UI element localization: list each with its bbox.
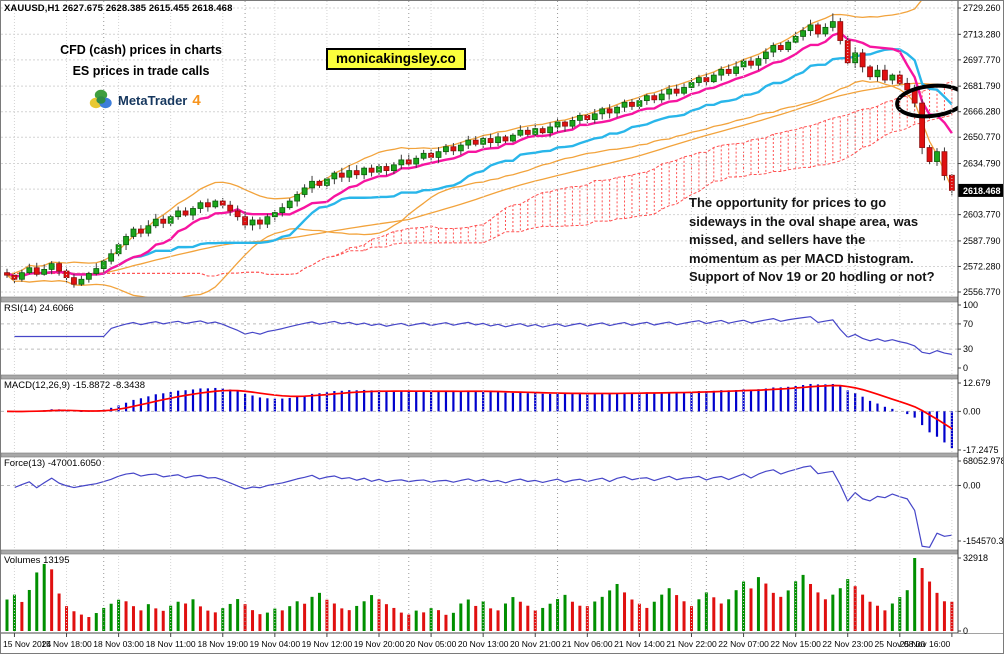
- svg-text:0.00: 0.00: [963, 406, 981, 416]
- svg-text:25 Nov 16:00: 25 Nov 16:00: [900, 639, 951, 649]
- svg-text:2603.770: 2603.770: [963, 210, 1001, 220]
- svg-text:25 Nov 08:00: 25 Nov 08:00: [875, 639, 926, 649]
- svg-text:22 Nov 23:00: 22 Nov 23:00: [822, 639, 873, 649]
- volumes-indicator-label: Volumes 13195: [4, 555, 70, 566]
- svg-text:0.00: 0.00: [963, 480, 981, 490]
- svg-text:18 Nov 19:00: 18 Nov 19:00: [197, 639, 248, 649]
- svg-text:21 Nov 14:00: 21 Nov 14:00: [614, 639, 665, 649]
- metatrader-version: 4: [192, 91, 201, 109]
- svg-text:22 Nov 15:00: 22 Nov 15:00: [770, 639, 821, 649]
- svg-text:18 Nov 11:00: 18 Nov 11:00: [146, 639, 196, 649]
- svg-text:0: 0: [963, 363, 968, 373]
- svg-text:12.679: 12.679: [963, 378, 991, 388]
- rsi-panel[interactable]: [1, 302, 958, 375]
- svg-text:2618.468: 2618.468: [963, 186, 1001, 196]
- svg-text:21 Nov 22:00: 21 Nov 22:00: [666, 639, 717, 649]
- svg-text:19 Nov 20:00: 19 Nov 20:00: [354, 639, 405, 649]
- svg-text:2697.770: 2697.770: [963, 55, 1001, 65]
- svg-text:20 Nov 05:00: 20 Nov 05:00: [406, 639, 457, 649]
- svg-text:21 Nov 06:00: 21 Nov 06:00: [562, 639, 613, 649]
- note-es-prices: ES prices in trade calls: [72, 64, 210, 78]
- svg-text:22 Nov 07:00: 22 Nov 07:00: [718, 639, 769, 649]
- chart-annotation: The opportunity for prices to go sideway…: [689, 195, 935, 285]
- note-cfd-prices: CFD (cash) prices in charts: [60, 43, 222, 57]
- svg-text:2650.770: 2650.770: [963, 132, 1001, 142]
- svg-text:2713.280: 2713.280: [963, 29, 1001, 39]
- volumes-panel[interactable]: [1, 554, 958, 633]
- svg-text:2681.790: 2681.790: [963, 81, 1001, 91]
- force-panel[interactable]: [1, 457, 958, 550]
- svg-text:15 Nov 2024: 15 Nov 2024: [3, 639, 51, 649]
- price-axis[interactable]: [958, 1, 1003, 633]
- svg-text:70: 70: [963, 319, 973, 329]
- svg-text:68052.9782: 68052.9782: [963, 456, 1004, 466]
- svg-text:100: 100: [963, 300, 978, 310]
- svg-text:2729.260: 2729.260: [963, 3, 1001, 13]
- svg-text:0: 0: [963, 626, 968, 636]
- rsi-indicator-label: RSI(14) 24.6066: [4, 303, 74, 314]
- svg-text:-17.2475: -17.2475: [963, 445, 999, 455]
- macd-indicator-label: MACD(12,26,9) -15.8872 -8.3438: [4, 380, 145, 391]
- svg-text:19 Nov 04:00: 19 Nov 04:00: [250, 639, 301, 649]
- svg-text:20 Nov 21:00: 20 Nov 21:00: [510, 639, 561, 649]
- svg-text:20 Nov 13:00: 20 Nov 13:00: [458, 639, 509, 649]
- metatrader-wordmark: MetaTrader: [118, 92, 188, 108]
- svg-text:-154570.39: -154570.39: [963, 536, 1004, 546]
- svg-text:19 Nov 12:00: 19 Nov 12:00: [302, 639, 353, 649]
- svg-text:15 Nov 18:00: 15 Nov 18:00: [41, 639, 92, 649]
- svg-text:32918: 32918: [963, 553, 988, 563]
- time-axis[interactable]: [1, 634, 1003, 653]
- watermark-badge: monicakingsley.co: [326, 48, 466, 70]
- svg-text:2572.280: 2572.280: [963, 261, 1001, 271]
- svg-text:2666.280: 2666.280: [963, 107, 1001, 117]
- svg-text:18 Nov 03:00: 18 Nov 03:00: [93, 639, 144, 649]
- metatrader-icon: [89, 89, 112, 109]
- metatrader-logo: MetaTrader 4: [89, 89, 201, 111]
- svg-text:30: 30: [963, 344, 973, 354]
- svg-text:2634.790: 2634.790: [963, 159, 1001, 169]
- symbol-ohlc-header: XAUUSD,H1 2627.675 2628.385 2615.455 261…: [4, 3, 233, 14]
- force-indicator-label: Force(13) -47001.6050: [4, 458, 102, 469]
- svg-text:2587.790: 2587.790: [963, 236, 1001, 246]
- svg-text:2556.770: 2556.770: [963, 287, 1001, 297]
